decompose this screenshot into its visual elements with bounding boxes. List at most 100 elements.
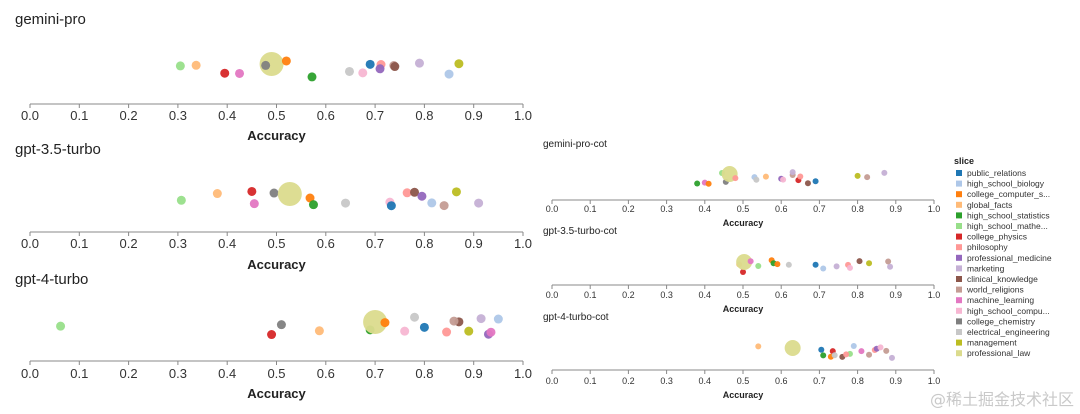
legend-title: slice bbox=[954, 156, 974, 166]
point-marketing bbox=[474, 198, 484, 208]
point-marketing bbox=[789, 169, 796, 176]
panel-title: gemini-pro bbox=[15, 11, 86, 28]
tick-label: 0.5 bbox=[737, 290, 750, 300]
legend-swatch-college_computer_s... bbox=[956, 191, 962, 198]
tick-label: 0.7 bbox=[813, 290, 826, 300]
point-high_school_compu... bbox=[846, 264, 853, 271]
tick-label: 0.7 bbox=[366, 366, 384, 381]
tick-label: 0.8 bbox=[851, 376, 864, 386]
tick-label: 0.4 bbox=[218, 366, 236, 381]
point-management bbox=[454, 59, 464, 69]
tick-label: 0.5 bbox=[737, 376, 750, 386]
watermark-text: @稀土掘金技术社区 bbox=[929, 390, 1074, 409]
legend-entry-global_facts: global_facts bbox=[967, 200, 1012, 210]
x-axis-label: Accuracy bbox=[247, 386, 306, 401]
tick-label: 0.2 bbox=[622, 376, 635, 386]
point-college_computer_s... bbox=[281, 56, 291, 66]
tick-label: 0.1 bbox=[584, 204, 597, 214]
tick-label: 0.6 bbox=[317, 236, 335, 251]
point-high_school_statistics bbox=[820, 352, 827, 359]
legend-entry-high_school_biology: high_school_biology bbox=[967, 179, 1045, 189]
point-college_computer_s... bbox=[705, 180, 712, 187]
point-electrical_engineering bbox=[341, 198, 351, 208]
point-electrical_engineering bbox=[831, 352, 838, 359]
tick-label: 0.6 bbox=[317, 108, 335, 123]
x-axis-label: Accuracy bbox=[723, 218, 764, 228]
tick-label: 0.2 bbox=[622, 204, 635, 214]
tick-label: 0.9 bbox=[890, 290, 903, 300]
point-world_religions bbox=[439, 201, 449, 211]
legend-swatch-public_relations bbox=[956, 170, 962, 176]
tick-label: 0.5 bbox=[737, 204, 750, 214]
point-public_relations bbox=[812, 178, 819, 185]
tick-label: 0.0 bbox=[546, 376, 559, 386]
point-professional_law bbox=[736, 254, 753, 270]
tick-label: 0.0 bbox=[21, 366, 39, 381]
point-high_school_mathe... bbox=[755, 263, 762, 270]
point-management bbox=[451, 187, 461, 197]
tick-label: 0.5 bbox=[267, 236, 285, 251]
panel-title: gpt-4-turbo-cot bbox=[543, 312, 609, 323]
tick-label: 0.1 bbox=[70, 108, 88, 123]
tick-label: 0.7 bbox=[366, 108, 384, 123]
tick-label: 0.2 bbox=[622, 290, 635, 300]
tick-label: 0.1 bbox=[584, 376, 597, 386]
point-management bbox=[854, 172, 861, 179]
legend-swatch-philosophy bbox=[956, 244, 962, 251]
point-college_physics bbox=[740, 268, 746, 275]
tick-label: 0.8 bbox=[415, 366, 433, 381]
legend-entry-public_relations: public_relations bbox=[967, 168, 1026, 178]
point-machine_learning bbox=[858, 348, 865, 355]
legend-entry-high_school_mathe...: high_school_mathe... bbox=[967, 221, 1048, 231]
point-professional_law bbox=[277, 182, 302, 206]
point-high_school_biology bbox=[427, 198, 437, 208]
legend-swatch-professional_medicine bbox=[956, 254, 962, 261]
legend-swatch-high_school_statistics bbox=[956, 212, 962, 219]
point-world_religions bbox=[449, 316, 459, 326]
point-professional_medicine bbox=[375, 64, 385, 74]
point-machine_learning bbox=[249, 199, 259, 209]
tick-label: 0.0 bbox=[21, 108, 39, 123]
point-electrical_engineering bbox=[410, 312, 420, 322]
point-philosophy bbox=[442, 327, 452, 337]
tick-label: 0.7 bbox=[813, 376, 826, 386]
panel-gemini-pro-cot: gemini-pro-cot 0.0 0.1 0.2 0.3 0.4 0.5 0.6 0.7 0.… bbox=[543, 139, 940, 228]
tick-label: 1.0 bbox=[514, 236, 532, 251]
point-college_computer_s... bbox=[305, 193, 315, 203]
tick-label: 0.7 bbox=[813, 204, 826, 214]
point-professional_law bbox=[259, 52, 284, 76]
point-public_relations bbox=[386, 201, 396, 211]
legend-swatch-high_school_biology bbox=[956, 180, 962, 187]
legend-swatch-college_physics bbox=[956, 233, 962, 240]
point-college_physics bbox=[220, 68, 230, 78]
panel-gpt-3.5-turbo-cot: gpt-3.5-turbo-cot 0.0 0.1 0.2 0.3 0.4 0.5 0.6 0.… bbox=[543, 226, 940, 314]
tick-label: 0.9 bbox=[465, 108, 483, 123]
tick-label: 0.1 bbox=[70, 366, 88, 381]
x-axis-label: Accuracy bbox=[723, 304, 764, 314]
tick-label: 1.0 bbox=[928, 290, 941, 300]
point-world_religions bbox=[885, 258, 892, 265]
point-global_facts bbox=[212, 189, 222, 199]
legend-entry-college_physics: college_physics bbox=[967, 232, 1027, 242]
legend-entry-world_religions: world_religions bbox=[966, 285, 1024, 295]
point-machine_learning bbox=[747, 258, 754, 265]
panel-gpt-3.5-turbo: gpt-3.5-turbo 0.0 0.1 0.2 0.3 0.4 0.5 0.6 0.7 0.8… bbox=[15, 141, 532, 272]
point-machine_learning bbox=[235, 68, 245, 78]
point-high_school_mathe... bbox=[176, 195, 186, 205]
point-college_computer_s... bbox=[774, 261, 781, 268]
point-college_physics bbox=[267, 330, 277, 340]
legend-entry-professional_law: professional_law bbox=[967, 348, 1031, 358]
tick-label: 0.4 bbox=[699, 376, 712, 386]
point-high_school_mathe... bbox=[56, 321, 66, 331]
tick-label: 0.9 bbox=[465, 236, 483, 251]
tick-label: 0.0 bbox=[21, 236, 39, 251]
legend-swatch-high_school_compu... bbox=[956, 307, 962, 314]
legend: slice public_relationshigh_school_biology… bbox=[954, 156, 1052, 358]
tick-label: 0.2 bbox=[120, 236, 138, 251]
point-world_religions bbox=[866, 351, 873, 358]
tick-label: 0.3 bbox=[660, 204, 673, 214]
point-high_school_compu... bbox=[400, 326, 410, 336]
panel-gpt-4-turbo: gpt-4-turbo 0.0 0.1 0.2 0.3 0.4 0.5 0.6 0.7 0.8 0.… bbox=[15, 271, 532, 401]
tick-label: 0.8 bbox=[415, 236, 433, 251]
tick-label: 1.0 bbox=[928, 376, 941, 386]
